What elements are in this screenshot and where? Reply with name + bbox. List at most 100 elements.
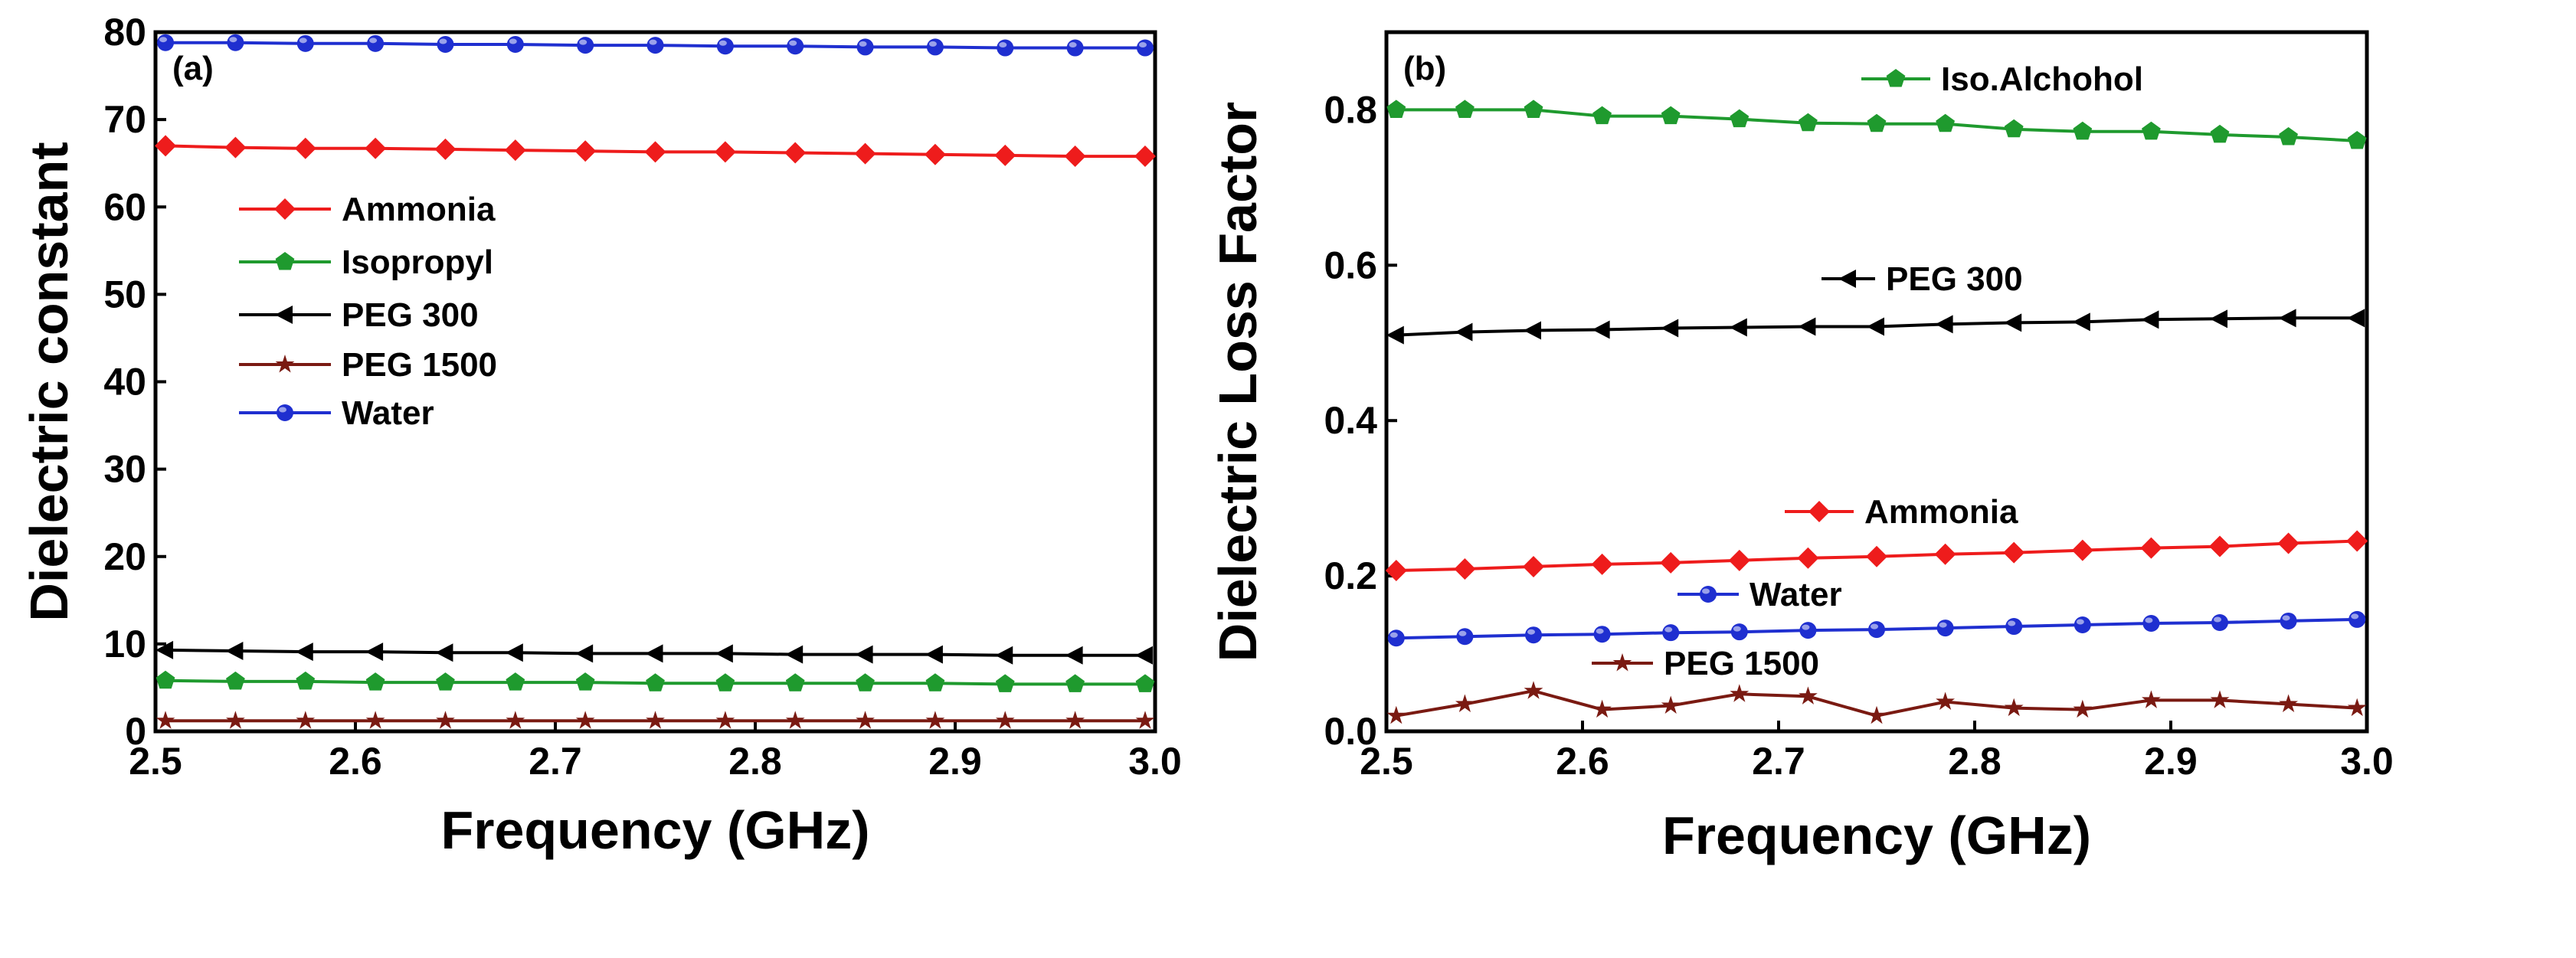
- data-point-ammonia: [714, 141, 736, 163]
- data-point-water: [227, 34, 244, 51]
- data-point-peg-1500: [2073, 699, 2093, 718]
- marker-highlight: [1871, 623, 1878, 629]
- data-point-water: [2280, 612, 2297, 629]
- data-point-isopropyl: [1065, 674, 1085, 692]
- data-point-peg-300: [715, 644, 733, 663]
- data-point-ammonia: [2003, 541, 2025, 564]
- series-peg-1500: [1386, 681, 2367, 724]
- data-point-water: [1525, 626, 1542, 644]
- x-tick-label: 2.7: [1752, 740, 1805, 783]
- marker-highlight: [229, 37, 237, 43]
- data-point-water: [437, 35, 454, 53]
- data-point-ammonia: [994, 144, 1016, 166]
- data-point-peg-1500: [226, 711, 245, 729]
- data-point-peg-300: [2141, 310, 2159, 329]
- data-point-water: [856, 38, 874, 56]
- data-point-ammonia: [2140, 537, 2162, 559]
- data-point-peg-300: [575, 644, 594, 663]
- legend-marker-peg-1500: [1612, 653, 1632, 672]
- y-tick-label: 80: [103, 11, 146, 54]
- data-point-water: [577, 37, 594, 54]
- data-point-iso-alchohol: [1524, 100, 1543, 118]
- data-point-peg-300: [855, 645, 873, 664]
- marker-highlight: [2351, 613, 2359, 620]
- y-tick-label: 60: [103, 185, 146, 228]
- legend-label: PEG 1500: [342, 346, 497, 384]
- marker-highlight: [1733, 626, 1741, 632]
- y-tick-label: 0.4: [1324, 399, 1377, 442]
- data-point-isopropyl: [856, 673, 875, 692]
- data-point-iso-alchohol: [2210, 124, 2230, 143]
- data-point-water: [716, 38, 734, 55]
- data-point-iso-alchohol: [2073, 121, 2093, 140]
- x-tick-label: 2.8: [728, 740, 782, 783]
- data-point-peg-300: [155, 640, 174, 659]
- data-point-peg-1500: [1386, 705, 1406, 724]
- y-axis-title: Dielectric Loss Factor: [1208, 102, 1268, 662]
- y-axis-title: Dielectric constant: [19, 142, 79, 621]
- data-point-peg-1500: [785, 711, 805, 729]
- data-point-ammonia: [434, 138, 457, 160]
- data-point-water: [2142, 614, 2160, 632]
- data-point-ammonia: [365, 137, 387, 159]
- y-tick-label: 0.8: [1324, 88, 1377, 131]
- marker-highlight: [1802, 624, 1810, 630]
- data-point-peg-300: [925, 645, 943, 664]
- series-ammonia: [1385, 530, 2368, 582]
- x-tick-label: 2.9: [2144, 740, 2198, 783]
- data-point-peg-300: [1935, 315, 1953, 334]
- data-point-peg-1500: [365, 711, 385, 729]
- data-point-peg-1500: [1065, 711, 1085, 729]
- data-point-peg-300: [1134, 646, 1153, 665]
- data-point-water: [2349, 610, 2366, 628]
- data-point-ammonia: [294, 137, 316, 159]
- data-point-peg-300: [2347, 309, 2365, 328]
- panel-label: (b): [1403, 50, 1446, 87]
- data-point-ammonia: [924, 143, 946, 165]
- data-point-peg-300: [995, 646, 1013, 665]
- legend-entry-iso-alchohol: Iso.Alchohol: [1861, 60, 2143, 98]
- legend-marker-iso-alchohol: [1886, 69, 1906, 87]
- data-point-isopropyl: [506, 672, 525, 691]
- data-point-iso-alchohol: [1386, 100, 1406, 118]
- legend-label: Ammonia: [342, 191, 496, 228]
- data-point-water: [157, 34, 175, 51]
- y-tick-label: 50: [103, 273, 146, 316]
- marker-highlight: [1664, 626, 1673, 633]
- data-point-peg-1500: [1135, 711, 1155, 729]
- data-point-peg-1500: [2347, 698, 2367, 717]
- data-point-water: [1868, 621, 1885, 639]
- data-point-peg-300: [1524, 321, 1541, 340]
- data-point-peg-1500: [1867, 705, 1887, 724]
- data-point-ammonia: [155, 135, 177, 157]
- data-point-iso-alchohol: [2142, 121, 2161, 140]
- data-point-peg-1500: [1936, 692, 1955, 710]
- data-point-isopropyl: [155, 670, 175, 689]
- data-point-peg-1500: [296, 711, 316, 729]
- marker-highlight: [2076, 619, 2084, 625]
- data-point-ammonia: [1385, 560, 1407, 582]
- data-point-peg-1500: [1524, 681, 1543, 699]
- marker-highlight: [2008, 620, 2016, 626]
- series-peg-300: [155, 640, 1153, 665]
- marker-highlight: [279, 407, 286, 413]
- marker-highlight: [2145, 617, 2153, 623]
- y-tick-label: 0.6: [1324, 244, 1377, 286]
- series-isopropyl: [155, 670, 1155, 692]
- x-tick-label: 2.7: [529, 740, 582, 783]
- marker-highlight: [299, 38, 307, 44]
- data-point-peg-1500: [575, 711, 595, 729]
- data-point-ammonia: [644, 141, 666, 163]
- legend-label: Water: [1750, 576, 1842, 613]
- data-point-peg-300: [1455, 322, 1473, 342]
- x-tick-label: 2.5: [129, 740, 182, 783]
- marker-highlight: [439, 38, 447, 44]
- data-point-water: [1387, 629, 1405, 647]
- data-point-iso-alchohol: [1661, 106, 1681, 125]
- data-point-peg-300: [505, 643, 523, 662]
- data-point-peg-1500: [856, 711, 875, 729]
- marker-highlight: [928, 41, 937, 47]
- legend-label: Ammonia: [1864, 493, 2018, 531]
- data-point-isopropyl: [715, 673, 735, 692]
